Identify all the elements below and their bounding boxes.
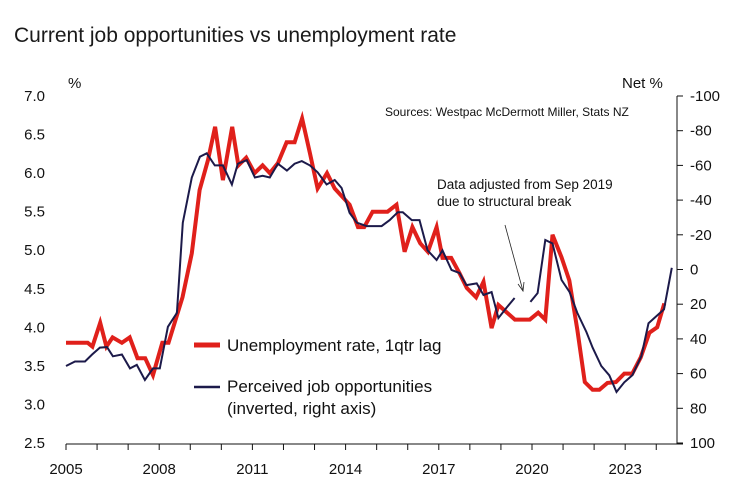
- right-tick-label: -80: [690, 123, 712, 140]
- axes: 2005 2008 2011 2014 2017 2020 2023 7.0 6.5 6.0 5.5…: [24, 88, 720, 478]
- series-lines: [65, 110, 673, 394]
- x-tick-label: 2005: [49, 461, 82, 478]
- left-tick-label: 5.5: [24, 204, 45, 221]
- right-tick-label: -20: [690, 227, 712, 244]
- legend: Unemployment rate, 1qtr lag Perceived jo…: [194, 336, 442, 418]
- left-axis-unit: %: [68, 75, 81, 92]
- left-tick-label: 4.5: [24, 281, 45, 298]
- annotation-line-1: Data adjusted from Sep 2019: [437, 177, 613, 192]
- right-tick-label: 100: [690, 435, 715, 452]
- left-tick-label: 3.0: [24, 396, 45, 413]
- left-tick-label: 4.0: [24, 319, 45, 336]
- legend-label-unemployment: Unemployment rate, 1qtr lag: [227, 336, 442, 355]
- annotation-line-2: due to structural break: [437, 194, 572, 209]
- chart-title: Current job opportunities vs unemploymen…: [14, 24, 456, 47]
- x-tick-label: 2017: [422, 461, 455, 478]
- right-tick-label: 80: [690, 400, 707, 417]
- left-tick-label: 2.5: [24, 435, 45, 452]
- x-tick-label: 2011: [236, 461, 268, 478]
- x-tick-label: 2023: [609, 461, 642, 478]
- right-tick-label: -100: [690, 88, 720, 105]
- left-tick-label: 6.0: [24, 165, 45, 182]
- x-tick-label: 2008: [143, 461, 176, 478]
- job-opportunities-line: [529, 238, 673, 394]
- left-tick-label: 5.0: [24, 242, 45, 259]
- left-tick-label: 3.5: [24, 358, 45, 375]
- right-tick-label: 40: [690, 331, 707, 348]
- right-tick-label: 0: [690, 262, 698, 279]
- right-tick-label: 60: [690, 366, 707, 383]
- x-tick-label: 2014: [329, 461, 362, 478]
- left-tick-label: 6.5: [24, 127, 45, 144]
- right-tick-label: 20: [690, 296, 707, 313]
- unemployment-rate-line: [66, 110, 667, 392]
- legend-label-job-opportunities-1: Perceived job opportunities: [227, 377, 432, 396]
- right-axis-unit: Net %: [622, 75, 663, 92]
- left-tick-label: 7.0: [24, 88, 45, 105]
- legend-label-job-opportunities-2: (inverted, right axis): [227, 399, 376, 418]
- right-tick-label: -40: [690, 192, 712, 209]
- job-opportunities-line: [65, 152, 516, 382]
- source-note: Sources: Westpac McDermott Miller, Stats…: [385, 105, 629, 119]
- x-tick-label: 2020: [515, 461, 548, 478]
- right-tick-label: -60: [690, 157, 712, 174]
- annotation-arrow: [504, 224, 525, 293]
